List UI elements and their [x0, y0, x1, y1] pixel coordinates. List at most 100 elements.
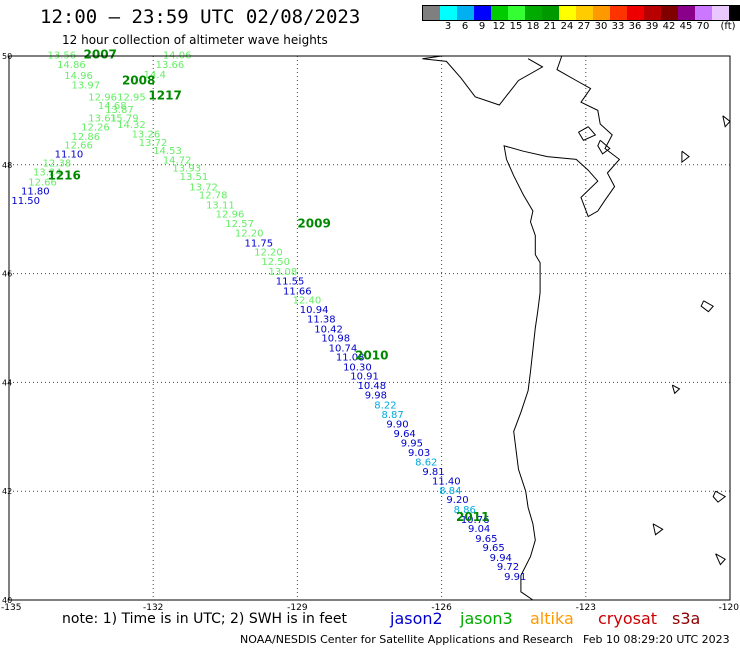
legend-label: 45 — [679, 21, 693, 32]
wave-height-label: 8.84 — [439, 486, 461, 497]
legend-swatch — [457, 6, 474, 20]
lon-label: -126 — [431, 603, 452, 613]
legend-label: 24 — [560, 21, 574, 32]
wave-height-label: 12.57 — [225, 219, 254, 230]
wave-height-label: 13.97 — [71, 81, 100, 92]
satellite-legend-jason3: jason3 — [460, 609, 513, 628]
lon-label: -123 — [576, 603, 596, 613]
wave-height-label: 10.42 — [314, 324, 343, 335]
swath-time-label: 2009 — [297, 216, 330, 230]
swath-time-labels: 2007 2008 1217 1216 2009 2010 2011 — [47, 48, 489, 524]
wave-height-label: 9.91 — [504, 572, 526, 583]
lat-label: 48 — [2, 161, 12, 170]
wave-height-label: 8.62 — [415, 458, 437, 469]
wave-height-label: 13.72 — [189, 182, 218, 193]
legend-label: 18 — [526, 21, 540, 32]
legend-unit: (ft) — [720, 21, 736, 32]
wave-height-label: 9.65 — [475, 534, 497, 545]
swath-time-label: 2010 — [355, 349, 388, 363]
legend-swatch — [678, 6, 695, 20]
wave-height-label: 10.30 — [343, 362, 372, 373]
satellite-legend-jason2: jason2 — [390, 609, 443, 628]
legend-swatch — [593, 6, 610, 20]
legend-swatch — [661, 6, 678, 20]
legend-swatch — [729, 6, 740, 20]
wave-height-label: 8.86 — [454, 505, 476, 516]
wave-height-label: 14.96 — [64, 71, 93, 82]
legend-swatch — [695, 6, 712, 20]
wave-height-label: 13.08 — [269, 267, 298, 278]
legend-label: 30 — [594, 21, 608, 32]
island-outline — [577, 126, 597, 141]
wave-height-label: 9.20 — [446, 495, 468, 506]
lat-label: 50 — [2, 52, 12, 61]
wave-height-label: 13.66 — [156, 60, 185, 71]
lon-label: -120 — [719, 603, 740, 613]
wave-height-label: 10.76 — [461, 515, 490, 526]
legend-swatch — [559, 6, 576, 20]
wave-height-label: 9.81 — [422, 467, 444, 478]
coast-vancouver-island — [422, 55, 544, 106]
legend-label: 9 — [478, 21, 486, 32]
legend-swatch — [542, 6, 559, 20]
wave-height-label: 8.22 — [374, 401, 396, 412]
wave-height-label: 12.66 — [28, 177, 57, 188]
legend-label: 6 — [461, 21, 469, 32]
wave-height-label: 13.11 — [206, 200, 235, 211]
wave-height-label: 13.61 — [88, 113, 117, 124]
legend-label: 70 — [696, 21, 710, 32]
map-frame — [8, 55, 731, 601]
wave-height-label: 14.68 — [98, 101, 127, 112]
legend-label: 21 — [543, 21, 557, 32]
lon-label: -135 — [1, 603, 21, 613]
legend-swatch — [627, 6, 644, 20]
legend-label: 12 — [492, 21, 506, 32]
coast-mainland — [503, 55, 621, 601]
wave-height-label: 12.95 — [117, 93, 146, 104]
map-title: 12:00 – 23:59 UTC 02/08/2023 — [40, 6, 361, 28]
wave-height-label: 12.66 — [64, 140, 93, 151]
wave-height-label: 10.98 — [321, 334, 350, 345]
footer-credit: NOAA/NESDIS Center for Satellite Applica… — [240, 633, 574, 646]
legend-label: 3 — [444, 21, 452, 32]
wave-height-label: 9.94 — [490, 553, 512, 564]
wave-height-label: 13.93 — [172, 163, 201, 174]
wave-height-label: 12.78 — [199, 191, 228, 202]
legend-swatch — [474, 6, 491, 20]
wave-height-label: 11.10 — [55, 150, 84, 161]
swath-time-label: 1216 — [47, 168, 80, 182]
satellite-legend-altika: altika — [530, 609, 574, 628]
wave-height-label: 14.86 — [57, 60, 86, 71]
legend-swatch — [644, 6, 661, 20]
wave-height-label: 12.50 — [261, 257, 290, 268]
map-subtitle: 12 hour collection of altimeter wave hei… — [62, 33, 328, 47]
wave-height-label: 8.87 — [382, 410, 404, 421]
wave-height-label: 13.26 — [132, 130, 161, 141]
legend-swatch — [440, 6, 457, 20]
wave-height-label: 10.94 — [300, 305, 329, 316]
wave-height-label: 9.04 — [468, 524, 490, 535]
wave-height-label: 12.96 — [88, 93, 117, 104]
wave-height-label: 12.86 — [71, 132, 100, 143]
legend-swatch — [610, 6, 627, 20]
wave-height-label: 9.98 — [365, 391, 387, 402]
legend-swatch — [576, 6, 593, 20]
satellite-legend-cryosat: cryosat — [598, 609, 658, 628]
satellite-legend-s3a: s3a — [672, 609, 701, 628]
wave-height-label: 9.65 — [482, 543, 504, 554]
legend-swatch — [491, 6, 508, 20]
wave-height-label: 13.51 — [180, 172, 209, 183]
lon-label: -129 — [287, 603, 308, 613]
color-legend — [422, 5, 740, 21]
swath-time-label: 2007 — [84, 48, 117, 62]
legend-label: 15 — [509, 21, 523, 32]
footer-date: Feb 10 08:29:20 UTC 2023 — [583, 633, 730, 646]
lat-lon-grid — [9, 56, 730, 600]
wave-height-label: 12.38 — [43, 158, 72, 169]
lat-label: 42 — [2, 487, 12, 496]
wave-height-label: 11.08 — [336, 353, 365, 364]
wave-height-label: 9.95 — [401, 439, 423, 450]
island-outline — [681, 150, 690, 164]
wave-height-label: 11.50 — [11, 196, 40, 207]
